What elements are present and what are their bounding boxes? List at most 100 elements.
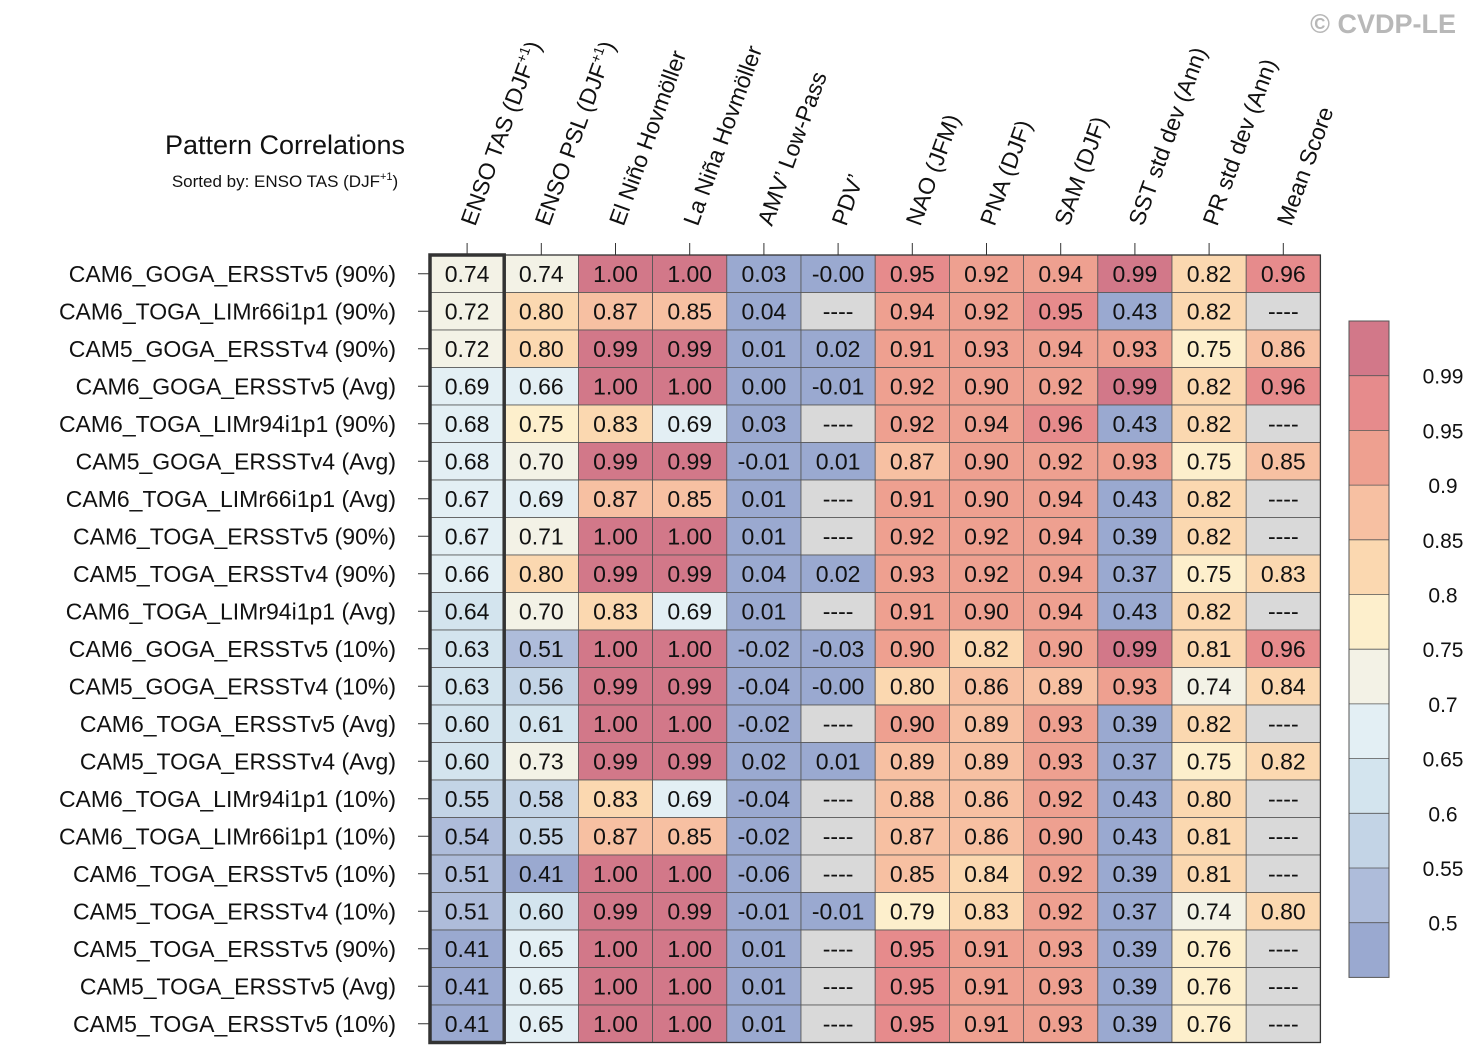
cell-value: 1.00	[667, 711, 712, 737]
cell-value: 0.93	[1038, 936, 1083, 962]
cell-value: -0.01	[738, 898, 790, 924]
heatmap-cell	[800, 329, 876, 368]
cell-value: 0.69	[667, 411, 712, 437]
cell-value: 0.99	[1113, 261, 1158, 287]
heatmap-cell	[1097, 592, 1173, 631]
cell-value: 0.60	[445, 711, 490, 737]
heatmap-cell	[1097, 292, 1173, 331]
heatmap-cell	[726, 854, 802, 893]
heatmap-cells: 0.74 0.74 1.00 1.00 0.03 -0.00 0.95 0.92 0.94 0.9…	[429, 254, 1322, 1044]
cell-value: 0.37	[1113, 561, 1158, 587]
cell-value: 0.43	[1113, 598, 1158, 624]
heatmap-cell	[578, 554, 654, 593]
cell-value: 0.85	[890, 861, 935, 887]
cell-value: 0.94	[1038, 336, 1083, 362]
cell-value: 0.65	[519, 1011, 564, 1037]
heatmap-cell	[503, 704, 579, 743]
cell-value: -0.02	[738, 823, 790, 849]
cell-value: ----	[823, 711, 854, 737]
cell-value: 0.92	[964, 261, 1009, 287]
cell-value: ----	[823, 598, 854, 624]
heatmap-cell	[874, 854, 950, 893]
cell-value: 0.93	[1113, 448, 1158, 474]
heatmap-cell	[800, 479, 876, 518]
row-label: CAM6_GOGA_ERSSTv5 (10%)	[69, 636, 396, 662]
heatmap-cell	[949, 292, 1025, 331]
heatmap-cell	[874, 329, 950, 368]
heatmap-cell	[1097, 817, 1173, 856]
heatmap-cell	[1171, 1004, 1247, 1043]
row-label: CAM6_TOGA_ERSSTv5 (Avg)	[80, 711, 396, 737]
cell-value: ----	[823, 823, 854, 849]
heatmap-cell	[874, 892, 950, 931]
cell-value: 0.87	[890, 448, 935, 474]
heatmap-cell	[503, 667, 579, 706]
column-label-text: PNA (DJF)	[975, 117, 1037, 229]
heatmap-cell	[1171, 854, 1247, 893]
cell-value: 1.00	[667, 523, 712, 549]
heatmap-cell	[949, 667, 1025, 706]
heatmap-cell	[1023, 592, 1099, 631]
cell-value: 0.85	[667, 486, 712, 512]
heatmap-cell	[652, 479, 728, 518]
cell-value: 0.79	[890, 898, 935, 924]
heatmap-cell	[726, 929, 802, 968]
row-label: CAM6_GOGA_ERSSTv5 (Avg)	[76, 373, 396, 399]
cell-value: 0.99	[593, 561, 638, 587]
cell-value: ----	[823, 411, 854, 437]
cell-value: 0.99	[667, 748, 712, 774]
row-label: CAM6_TOGA_ERSSTv5 (10%)	[73, 861, 396, 887]
cell-value: ----	[1268, 973, 1299, 999]
cell-value: 0.96	[1038, 411, 1083, 437]
cell-value: 0.99	[667, 448, 712, 474]
cell-value: 1.00	[667, 636, 712, 662]
cell-value: 0.86	[1261, 336, 1306, 362]
heatmap-cell	[1023, 742, 1099, 781]
row-label: CAM6_GOGA_ERSSTv5 (90%)	[69, 261, 396, 287]
cell-value: 0.95	[890, 1011, 935, 1037]
cell-value: 0.41	[445, 1011, 490, 1037]
column-label: El Niño Hovmöller	[604, 47, 691, 229]
cell-value: 1.00	[667, 973, 712, 999]
cell-value: 0.68	[445, 411, 490, 437]
column-label-superscript: +1	[587, 44, 608, 65]
row-label: CAM5_TOGA_ERSSTv4 (90%)	[73, 561, 396, 587]
cell-value: 0.69	[445, 373, 490, 399]
cell-value: 0.93	[1038, 1011, 1083, 1037]
cell-value: 0.75	[1187, 748, 1232, 774]
heatmap-cell	[800, 517, 876, 556]
cell-value: 1.00	[593, 1011, 638, 1037]
cell-value: 0.96	[1261, 373, 1306, 399]
cell-value: 0.85	[667, 298, 712, 324]
cell-value: 1.00	[593, 523, 638, 549]
heatmap-cell	[1097, 667, 1173, 706]
cell-value: ----	[1268, 298, 1299, 324]
cell-value: 0.72	[445, 298, 490, 324]
cell-value: 0.63	[445, 673, 490, 699]
heatmap-cell	[800, 554, 876, 593]
cell-value: 0.96	[1261, 636, 1306, 662]
heatmap-cell	[949, 254, 1025, 293]
heatmap-cell	[800, 704, 876, 743]
heatmap-cell	[1171, 929, 1247, 968]
heatmap-cell	[652, 742, 728, 781]
cell-value: 0.95	[890, 261, 935, 287]
cell-value: 0.39	[1113, 711, 1158, 737]
cell-value: 0.89	[1038, 673, 1083, 699]
colorbar-tick-label: 0.55	[1423, 858, 1464, 881]
cell-value: 0.99	[593, 673, 638, 699]
colorbar-tick-label: 0.8	[1428, 585, 1457, 608]
heatmap-cell	[1097, 1004, 1173, 1043]
cell-value: 0.37	[1113, 748, 1158, 774]
heatmap-cell	[652, 967, 728, 1006]
cell-value: 0.94	[890, 298, 935, 324]
cell-value: 0.39	[1113, 523, 1158, 549]
row-label: CAM5_TOGA_ERSSTv5 (90%)	[73, 936, 396, 962]
cell-value: 0.93	[1038, 973, 1083, 999]
cell-value: 0.03	[742, 261, 787, 287]
cell-value: 0.92	[1038, 448, 1083, 474]
cell-value: ----	[1268, 936, 1299, 962]
cell-value: 0.80	[1187, 786, 1232, 812]
heatmap-cell	[949, 704, 1025, 743]
